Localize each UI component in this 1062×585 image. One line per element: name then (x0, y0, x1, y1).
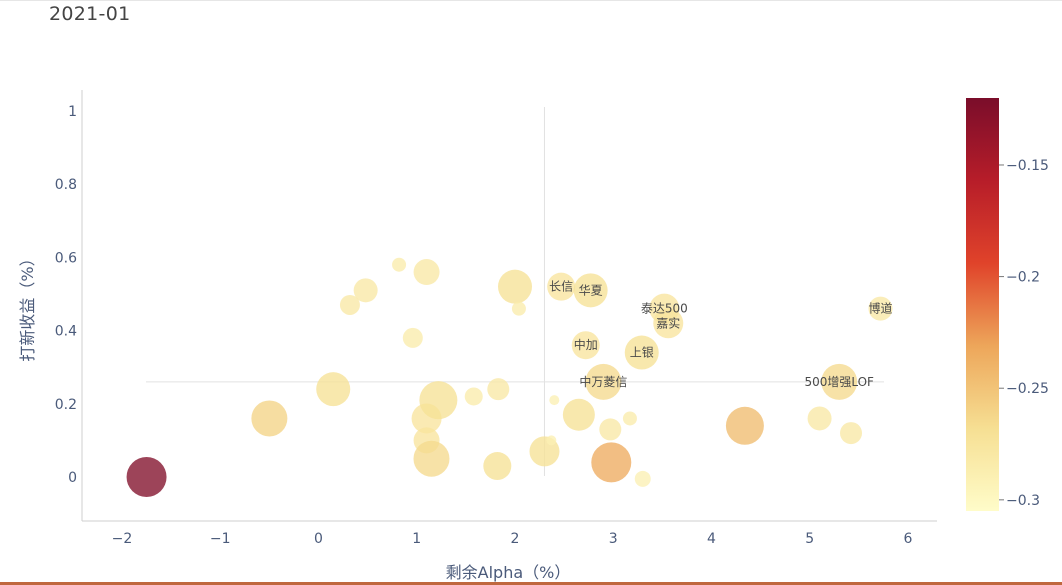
y-tick-label: 1 (68, 104, 77, 120)
colorbar-tick-label: −0.3 (1006, 493, 1040, 509)
y-tick-label: 0 (68, 470, 77, 486)
axes (81, 90, 937, 522)
colorbar-tick-label: −0.25 (1006, 381, 1049, 397)
bubble-point (562, 398, 595, 431)
bubble-point (402, 327, 423, 348)
x-tick-label: 3 (609, 531, 618, 547)
colorbar-scale (966, 98, 999, 511)
y-tick-label: 0.6 (55, 250, 77, 266)
x-tick-label: 0 (314, 531, 323, 547)
bubble-point (585, 363, 622, 400)
bubble-point (419, 381, 458, 420)
tick-labels: −2 −1 0 1 2 3 4 5 6 0 0.2 0.4 0.6 0.8 1 (55, 104, 913, 547)
bubble-point (549, 395, 560, 406)
bubble-point (392, 257, 407, 272)
colorbar-tick-label: −0.15 (1006, 158, 1049, 174)
bubble-point (316, 372, 351, 407)
bubble-point (546, 435, 557, 446)
bubble-point (126, 457, 167, 497)
bubble-point (591, 442, 632, 483)
bubble-point (868, 296, 893, 321)
bubble-point (511, 301, 526, 316)
bubble-point (547, 272, 576, 301)
bubble-label: 500增强LOF (804, 375, 874, 389)
y-tick-label: 0.2 (55, 397, 77, 413)
x-tick-label: −2 (112, 531, 133, 547)
bubble-label: 中加 (574, 337, 598, 352)
bubble-point (807, 406, 832, 431)
bubble-point (483, 452, 512, 481)
bubble-point (487, 378, 510, 401)
x-tick-label: 4 (707, 531, 716, 547)
bubble-point (573, 273, 608, 308)
bubble-point (622, 411, 637, 426)
bubble-label: 长信 (549, 280, 573, 294)
bubble-label: 泰达500 (641, 302, 688, 316)
bubbles (126, 257, 893, 497)
bubble-point (413, 259, 440, 286)
x-axis-label: 剩余Alpha（%） (446, 563, 571, 582)
bubble-label: 上银 (630, 346, 654, 360)
bubble-label: 华夏 (579, 283, 603, 297)
bottom-divider (0, 582, 1062, 585)
x-tick-label: 6 (904, 531, 913, 547)
page-title: 2021-01 (49, 3, 131, 25)
bubble-label: 中万菱信 (579, 374, 627, 389)
x-tick-label: 5 (805, 531, 814, 547)
bubble-point (634, 470, 651, 487)
colorbar: −0.15 −0.2 −0.25 −0.3 (966, 98, 1049, 511)
bubble-point (498, 269, 532, 304)
x-tick-label: 2 (511, 531, 520, 547)
bubble-point (653, 308, 684, 339)
y-axis-label: 打新收益（%） (18, 250, 37, 361)
bubble-point (353, 278, 378, 303)
bubble-point (599, 418, 622, 441)
bubble-label: 嘉实 (656, 315, 680, 330)
x-tick-label: 1 (412, 531, 421, 547)
bubble-label: 博道 (868, 301, 892, 316)
y-tick-label: 0.8 (55, 177, 77, 193)
y-tick-label: 0.4 (55, 324, 77, 340)
bubble-point (413, 440, 450, 477)
reference-lines (146, 107, 884, 476)
bubble-point (251, 400, 288, 437)
bubble-point (571, 331, 600, 360)
bubble-point (821, 363, 858, 400)
bubble-point (725, 406, 764, 445)
bubble-point (624, 335, 659, 370)
colorbar-tick-label: −0.2 (1006, 270, 1040, 286)
x-tick-label: −1 (210, 531, 231, 547)
bubble-point (339, 294, 360, 315)
top-divider (0, 0, 1062, 1)
bubble-point (840, 422, 863, 445)
bubble-point (464, 387, 483, 406)
